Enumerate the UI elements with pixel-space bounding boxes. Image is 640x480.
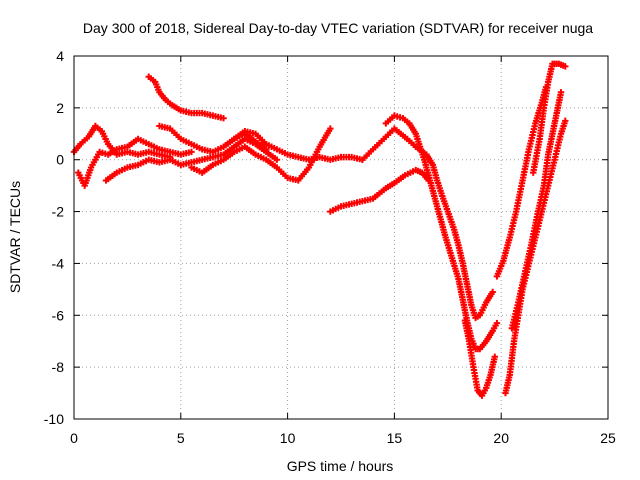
data-point	[489, 288, 496, 296]
chart-title: Day 300 of 2018, Sidereal Day-to-day VTE…	[83, 20, 593, 36]
series-trace-8	[327, 166, 432, 215]
y-tick-label: -6	[52, 307, 65, 323]
data-point	[273, 156, 281, 163]
y-tick-label: -10	[44, 411, 64, 427]
series-trace-9	[359, 125, 496, 322]
data-point	[562, 117, 569, 125]
x-tick-label: 5	[177, 430, 185, 446]
series-trace-13	[508, 89, 565, 332]
data-point	[557, 89, 565, 96]
plot-frame	[73, 55, 609, 420]
data-point	[562, 63, 569, 70]
y-tick-label: -8	[52, 359, 65, 375]
x-tick-label: 25	[600, 430, 616, 446]
y-tick-label: 2	[56, 100, 64, 116]
y-tick-label: 4	[56, 48, 64, 64]
series-trace-11	[461, 317, 498, 399]
series-trace-6	[188, 125, 334, 184]
series-trace-2	[75, 135, 195, 189]
data-point	[188, 148, 195, 156]
data-markers	[70, 60, 569, 399]
series-trace-1	[70, 122, 174, 161]
series-trace-14	[493, 83, 550, 280]
data-point	[327, 125, 334, 132]
series-trace-7	[231, 127, 366, 163]
x-axis-label: GPS time / hours	[287, 458, 394, 474]
y-tick-label: -4	[52, 255, 65, 271]
x-tick-label: 0	[70, 430, 78, 446]
data-point	[491, 353, 498, 360]
series-trace-10	[382, 112, 501, 353]
series-trace-3	[102, 135, 281, 184]
grid-lines	[74, 56, 608, 419]
y-tick-label: 0	[56, 152, 64, 168]
y-tick-label: -2	[52, 204, 65, 220]
y-axis-label: SDTVAR / TECUs	[7, 181, 23, 293]
series-trace-15	[530, 60, 569, 176]
x-tick-label: 20	[493, 430, 509, 446]
x-tick-label: 15	[387, 430, 403, 446]
data-point	[220, 115, 227, 122]
x-tick-label: 10	[280, 430, 296, 446]
data-point	[493, 319, 501, 327]
series-trace-4	[145, 73, 227, 122]
